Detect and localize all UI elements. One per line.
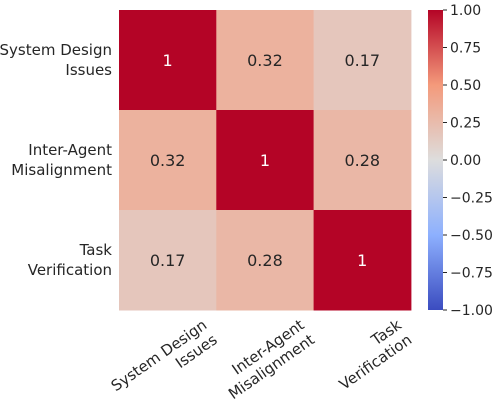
cell-value-label: 1: [260, 151, 270, 170]
heatmap-cell-r1-c0: [119, 110, 217, 211]
heatmap-grid: [119, 10, 412, 311]
heatmap-cell-r1-c1: [216, 110, 315, 211]
heatmap-cell-labels: 1 0.32 0.17 0.32 1 0.28 0.17 0.28 1: [150, 51, 380, 270]
column-label: System DesignIssues: [108, 316, 221, 407]
row-label: Task Verification: [28, 241, 113, 279]
heatmap-cell-r2-c1: [216, 210, 315, 311]
colorbar-tick-label: −0.25: [450, 191, 493, 207]
cell-value-label: 1: [357, 251, 367, 270]
colorbar-tick-label: 0.50: [450, 78, 481, 94]
row-label: Inter-Agent Misalignment: [11, 141, 112, 179]
svg-text:System DesignIssues: System DesignIssues: [108, 316, 221, 407]
heatmap-cell-r0-c2: [313, 10, 412, 111]
cell-value-label: 0.17: [150, 251, 186, 270]
cell-value-label: 1: [163, 51, 173, 70]
colorbar-tick-label: −0.50: [450, 228, 493, 244]
colorbar-ticks: 1.00 0.75 0.50 0.25 0.00 −0.25 −0.50 −0.75 −1.00: [443, 3, 493, 319]
colorbar: [428, 10, 443, 310]
colorbar-tick-label: 0.25: [450, 116, 481, 132]
colorbar-tick-label: 0.75: [450, 41, 481, 57]
colorbar-tick-label: 1.00: [450, 3, 481, 19]
heatmap-cell-r0-c1: [216, 10, 315, 111]
cell-value-label: 0.32: [247, 51, 283, 70]
colorbar-tick-label: −1.00: [450, 303, 493, 319]
cell-value-label: 0.32: [150, 151, 186, 170]
heatmap-cell-r0-c0: [119, 10, 217, 111]
colorbar-tick-label: −0.75: [450, 266, 493, 282]
cell-value-label: 0.28: [247, 251, 283, 270]
column-label: TaskVerification: [325, 316, 415, 394]
heatmap-cell-r1-c2: [313, 110, 412, 211]
colorbar-tick-label: 0.00: [450, 153, 481, 169]
column-tick-labels: System DesignIssues Inter-AgentMisalignme…: [108, 316, 415, 407]
heatmap-cell-r2-c0: [119, 210, 217, 311]
svg-text:TaskVerification: TaskVerification: [325, 316, 415, 394]
column-label: Inter-AgentMisalignment: [215, 316, 318, 403]
cell-value-label: 0.17: [344, 51, 380, 70]
cell-value-label: 0.28: [344, 151, 380, 170]
row-label: System Design Issues: [0, 41, 112, 79]
svg-text:Inter-AgentMisalignment: Inter-AgentMisalignment: [215, 316, 318, 403]
heatmap-cell-r2-c2: [313, 210, 412, 311]
row-tick-labels: System Design Issues Inter-Agent Misalignme…: [0, 41, 112, 279]
